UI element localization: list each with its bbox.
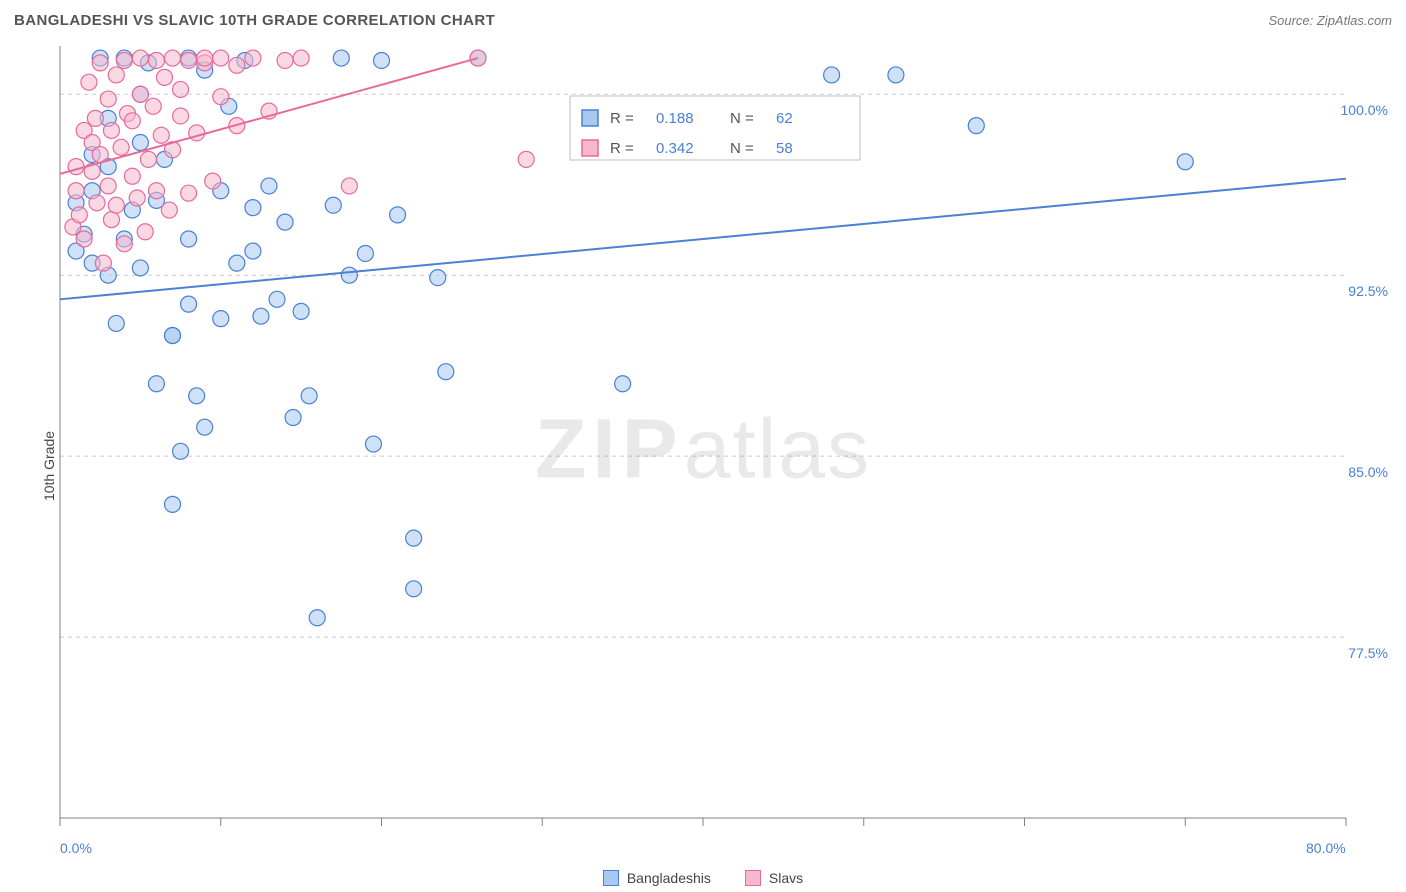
svg-text:R =: R =: [610, 110, 634, 127]
chart-source: Source: ZipAtlas.com: [1268, 13, 1392, 28]
y-tick-label: 92.5%: [1348, 283, 1388, 299]
bottom-legend: Bangladeshis Slavs: [0, 870, 1406, 886]
y-axis-title: 10th Grade: [41, 431, 57, 501]
chart-title: BANGLADESHI VS SLAVIC 10TH GRADE CORRELA…: [14, 12, 495, 29]
svg-text:58: 58: [776, 140, 793, 157]
scatter-chart: R = 0.188 N = 62 R = 0.342 N = 58: [0, 40, 1406, 892]
svg-text:R =: R =: [610, 140, 634, 157]
svg-text:N =: N =: [730, 110, 754, 127]
legend-swatch-bangladeshis: [603, 870, 619, 886]
svg-text:N =: N =: [730, 140, 754, 157]
svg-text:0.342: 0.342: [656, 140, 694, 157]
legend-label-slavs: Slavs: [769, 870, 803, 886]
chart-area: 10th Grade R =0.188N =62R =0.342N =58 ZI…: [0, 40, 1406, 892]
y-tick-label: 77.5%: [1348, 645, 1388, 661]
svg-text:0.188: 0.188: [656, 110, 694, 127]
x-tick-label: 80.0%: [1306, 840, 1346, 856]
y-tick-label: 85.0%: [1348, 464, 1388, 480]
x-tick-label: 0.0%: [60, 840, 92, 856]
legend-item-bangladeshis: Bangladeshis: [603, 870, 711, 886]
legend-swatch-slavs: [745, 870, 761, 886]
y-tick-label: 100.0%: [1341, 102, 1388, 118]
legend-label-bangladeshis: Bangladeshis: [627, 870, 711, 886]
legend-item-slavs: Slavs: [745, 870, 803, 886]
svg-text:62: 62: [776, 110, 793, 127]
x-axis-labels: 0.0% 80.0%: [0, 840, 1406, 860]
